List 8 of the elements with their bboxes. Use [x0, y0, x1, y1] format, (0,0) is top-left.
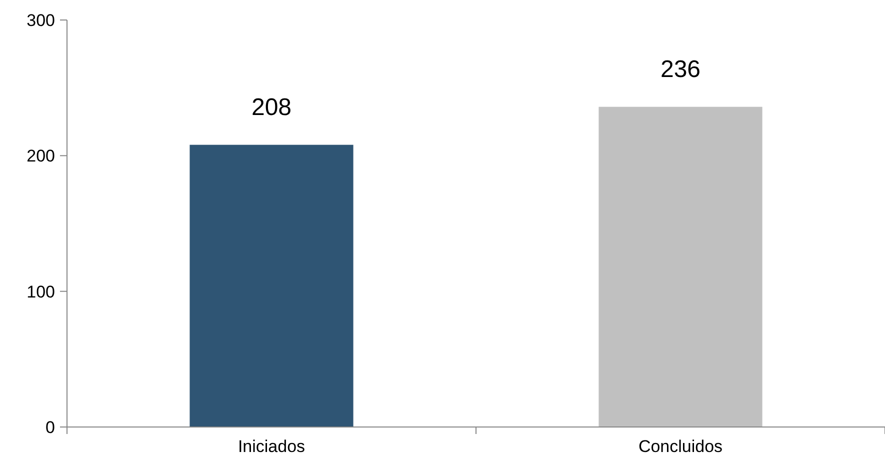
- y-tick-label: 100: [26, 282, 55, 302]
- y-tick-label: 0: [46, 418, 55, 437]
- data-label: 208: [251, 94, 292, 121]
- y-tick-label: 200: [26, 146, 55, 166]
- x-tick-label: Concluidos: [638, 437, 723, 456]
- x-tick-label: Iniciados: [238, 437, 306, 456]
- y-tick-label: 300: [26, 10, 55, 30]
- data-label: 236: [660, 56, 701, 83]
